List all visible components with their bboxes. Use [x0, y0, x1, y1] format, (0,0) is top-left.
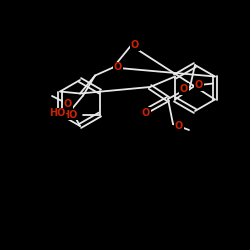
Text: O: O [142, 108, 150, 118]
Text: O: O [180, 84, 188, 94]
Text: O: O [175, 121, 183, 131]
Text: HO: HO [49, 108, 65, 118]
Text: O: O [64, 99, 72, 109]
Text: O: O [195, 80, 203, 90]
Text: O: O [131, 40, 139, 50]
Text: O: O [114, 62, 122, 72]
Text: HO: HO [62, 110, 78, 120]
